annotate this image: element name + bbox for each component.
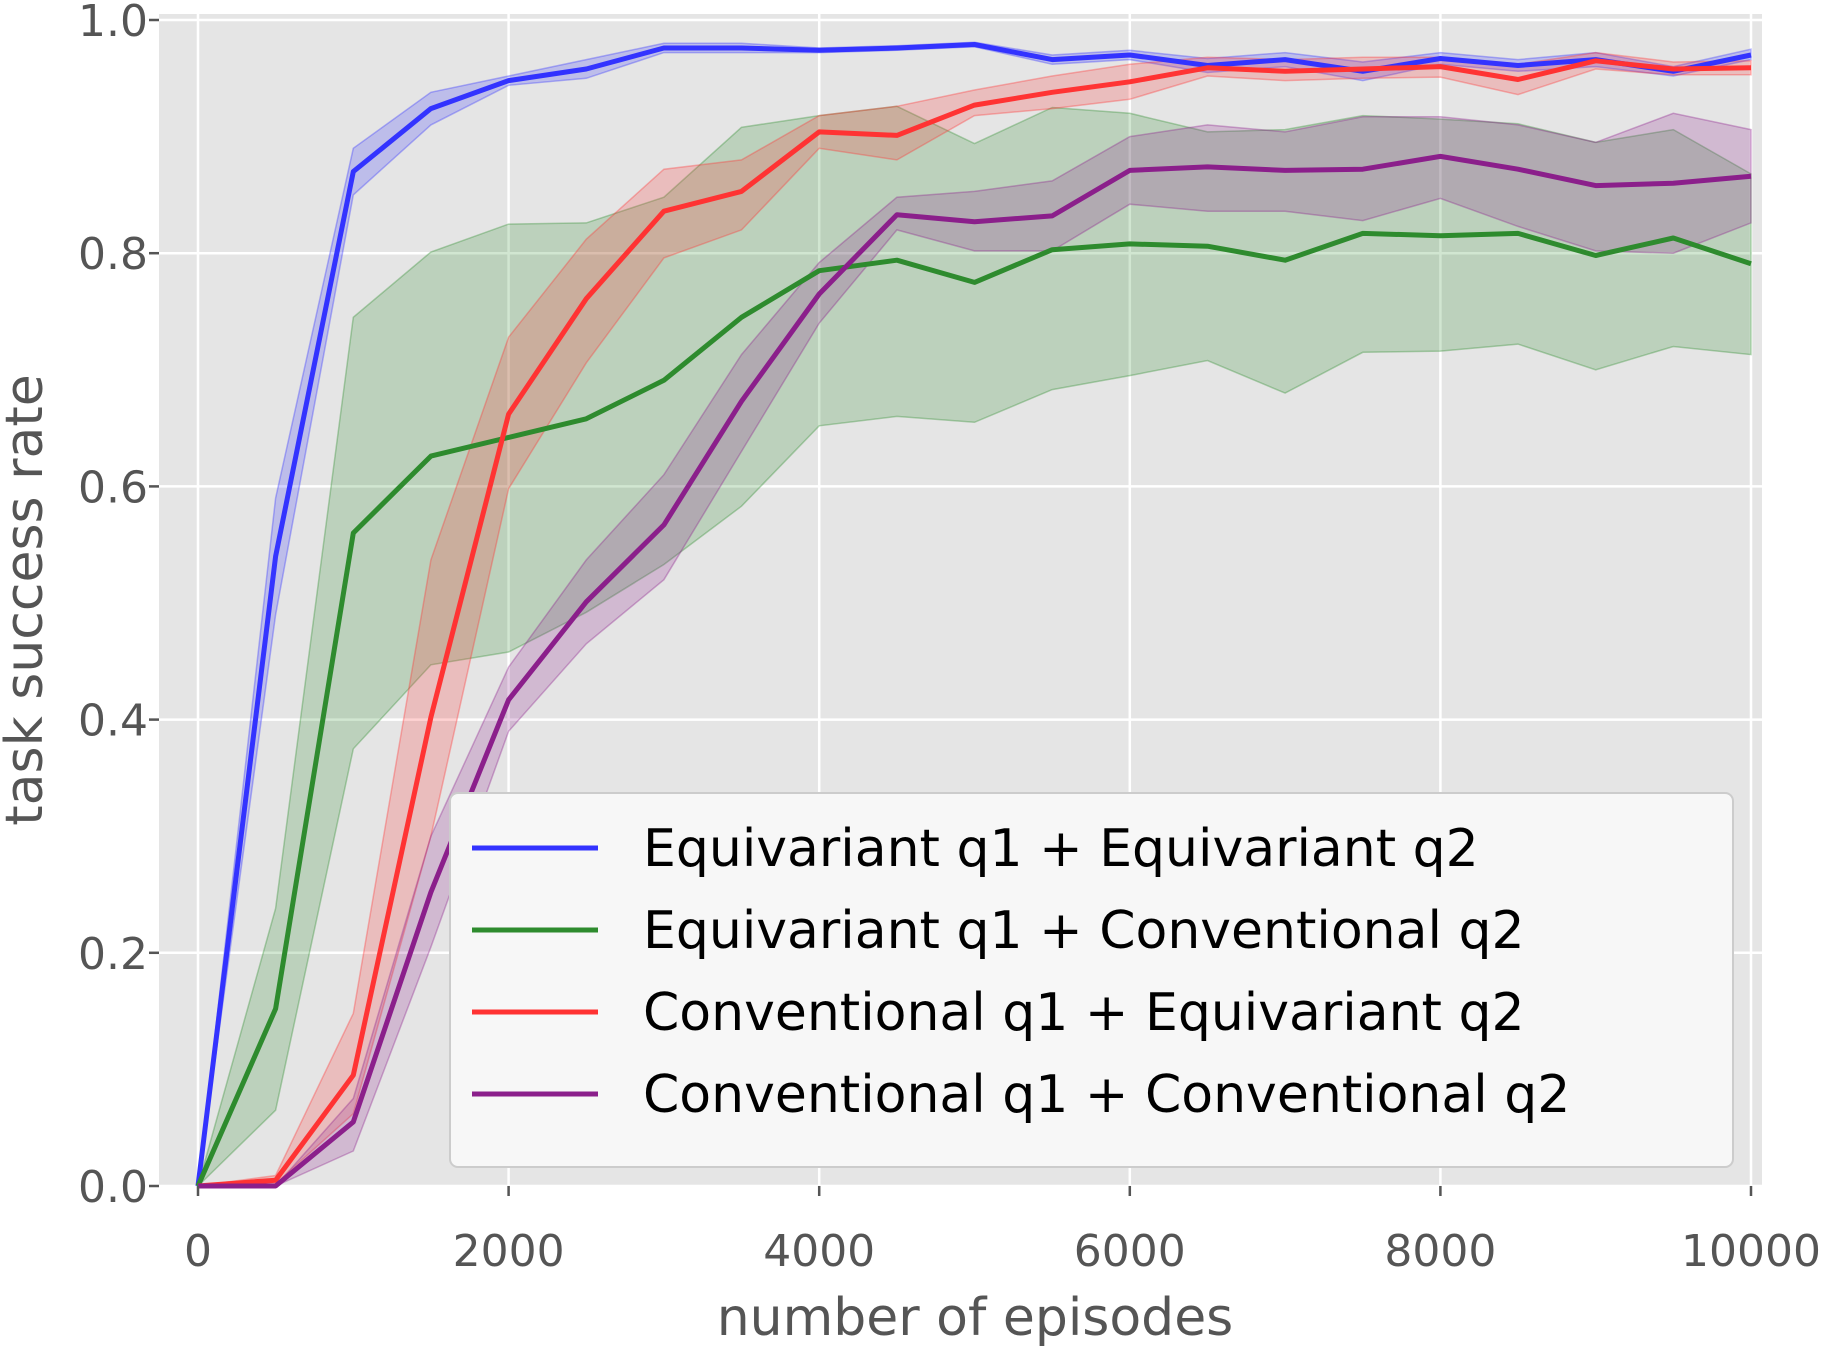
y-tick-label: 0.8 <box>78 229 148 280</box>
x-tick-label: 4000 <box>763 1226 875 1277</box>
legend-box <box>449 792 1734 1168</box>
confidence-band <box>197 41 1752 1187</box>
x-axis-title: number of episodes <box>717 1288 1234 1348</box>
legend: Equivariant q1 + Equivariant q2 Equivaria… <box>449 792 1734 1168</box>
y-tick-label: 1.0 <box>78 0 148 47</box>
y-tick-label: 0.2 <box>78 929 148 980</box>
legend-label: Equivariant q1 + Equivariant q2 <box>643 819 1479 879</box>
x-tick-label: 10000 <box>1681 1226 1821 1277</box>
x-tick-label: 6000 <box>1074 1226 1186 1277</box>
confidence-bands <box>196 41 1752 1189</box>
grid-lines <box>159 14 1762 1188</box>
legend-label: Equivariant q1 + Conventional q2 <box>643 901 1525 961</box>
y-axis-ticks: 0.0 0.2 0.4 0.6 0.8 1.0 <box>78 0 159 1213</box>
series-line <box>195 42 1752 1187</box>
legend-label: Conventional q1 + Equivariant q2 <box>643 983 1525 1043</box>
x-tick-label: 2000 <box>453 1226 565 1277</box>
confidence-band <box>196 105 1752 1189</box>
y-tick-label: 0.0 <box>78 1162 148 1213</box>
y-axis-title: task success rate <box>0 374 55 826</box>
y-tick-label: 0.6 <box>78 462 148 513</box>
y-tick-label: 0.4 <box>78 696 148 747</box>
series-line <box>195 230 1752 1188</box>
legend-label: Conventional q1 + Conventional q2 <box>643 1065 1570 1125</box>
x-tick-label: 8000 <box>1384 1226 1496 1277</box>
series-line <box>197 58 1752 1189</box>
x-tick-label: 0 <box>184 1226 212 1277</box>
x-axis-ticks: 0 2000 4000 6000 8000 10000 <box>184 1186 1821 1277</box>
